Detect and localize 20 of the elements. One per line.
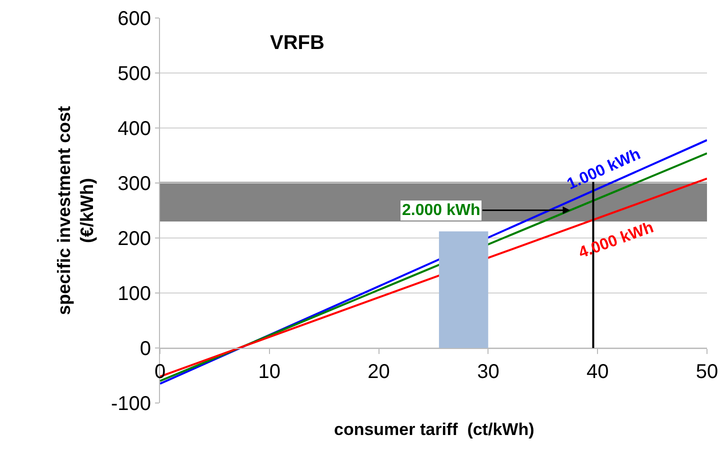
y-tick-label: -100	[110, 393, 151, 415]
y-tick-label: 200	[118, 228, 151, 250]
x-tick-label: 50	[696, 361, 718, 383]
series-label: 2.000 kWh	[402, 202, 480, 219]
y-tick-label: 600	[118, 8, 151, 30]
x-tick-label: 20	[368, 361, 390, 383]
y-tick-label: 100	[118, 283, 151, 305]
text: VRFB	[270, 32, 324, 54]
y-tick-label: 400	[118, 118, 151, 140]
y-axis-title: specific investment cost (€/kWh)	[54, 106, 98, 316]
y-tick-label: 500	[118, 63, 151, 85]
x-tick-label: 40	[586, 361, 609, 383]
text: 1.000 kWh	[564, 146, 644, 194]
y-tick-label: 0	[140, 338, 151, 360]
x-tick-label: 30	[477, 361, 500, 383]
text: 4.000 kWh	[576, 219, 656, 262]
y-tick-label: 300	[118, 173, 151, 195]
x-tick-label: 10	[258, 361, 281, 383]
x-tick-label: 0	[154, 361, 166, 383]
x-axis-title: consumer tariff (ct/kWh)	[334, 420, 534, 439]
